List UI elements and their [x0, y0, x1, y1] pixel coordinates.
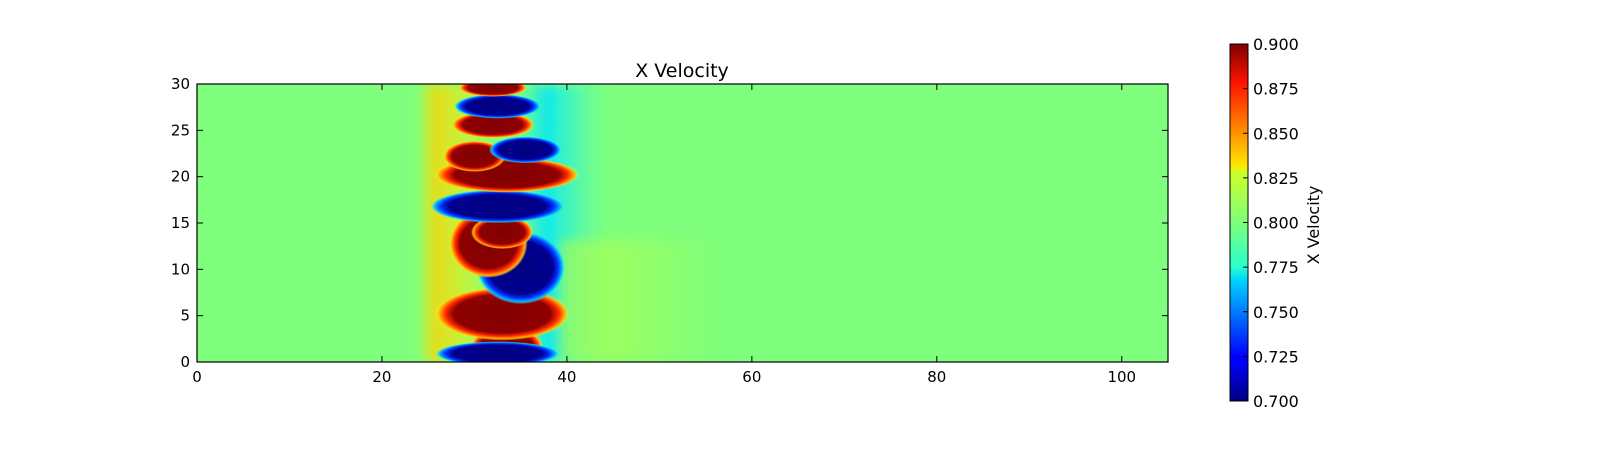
x-tick-label: 80 — [927, 368, 946, 386]
x-axis: 0 20 40 60 80 100 — [192, 84, 1136, 386]
low-velocity-region-11 — [454, 94, 542, 119]
colorbar-tick-label: 0.900 — [1253, 35, 1299, 54]
y-tick-label: 15 — [171, 214, 190, 232]
low-velocity-region-9 — [489, 136, 562, 164]
high-velocity-region-12 — [458, 84, 528, 97]
colorbar-tick-label: 0.825 — [1253, 169, 1299, 188]
y-tick-label: 20 — [171, 168, 190, 186]
x-tick-label: 20 — [372, 368, 391, 386]
x-tick-label: 100 — [1107, 368, 1136, 386]
velocity-field — [197, 84, 1168, 362]
downstream-lime-band — [560, 240, 720, 362]
x-tick-label: 60 — [742, 368, 761, 386]
chart-title: X Velocity — [635, 60, 729, 82]
colorbar-tick-label: 0.750 — [1253, 303, 1299, 322]
y-tick-label: 25 — [171, 121, 190, 139]
low-velocity-region-6 — [430, 189, 565, 224]
colorbar-tick-label: 0.875 — [1253, 80, 1299, 99]
y-axis: 0 5 10 15 20 25 30 — [171, 75, 1168, 371]
colorbar-tick-label: 0.725 — [1253, 347, 1299, 366]
y-tick-label: 0 — [180, 353, 190, 371]
high-velocity-region-10 — [451, 111, 535, 139]
y-tick-label: 30 — [171, 75, 190, 93]
y-tick-label: 10 — [171, 260, 190, 278]
colorbar-tick-label: 0.850 — [1253, 124, 1299, 143]
colorbar-tick-label: 0.700 — [1253, 392, 1299, 411]
colorbar-label: X Velocity — [1304, 186, 1323, 265]
x-tick-label: 40 — [557, 368, 576, 386]
colorbar-tick-label: 0.800 — [1253, 214, 1299, 233]
colorbar: 0.700 0.725 0.750 0.775 0.800 0.825 0.850 0.875… — [1229, 35, 1323, 411]
colorbar-tick-label: 0.775 — [1253, 258, 1299, 277]
low-velocity-region-1 — [435, 341, 560, 362]
y-tick-label: 5 — [180, 307, 190, 325]
high-velocity-region-5 — [471, 215, 534, 249]
x-tick-label: 0 — [192, 368, 202, 386]
